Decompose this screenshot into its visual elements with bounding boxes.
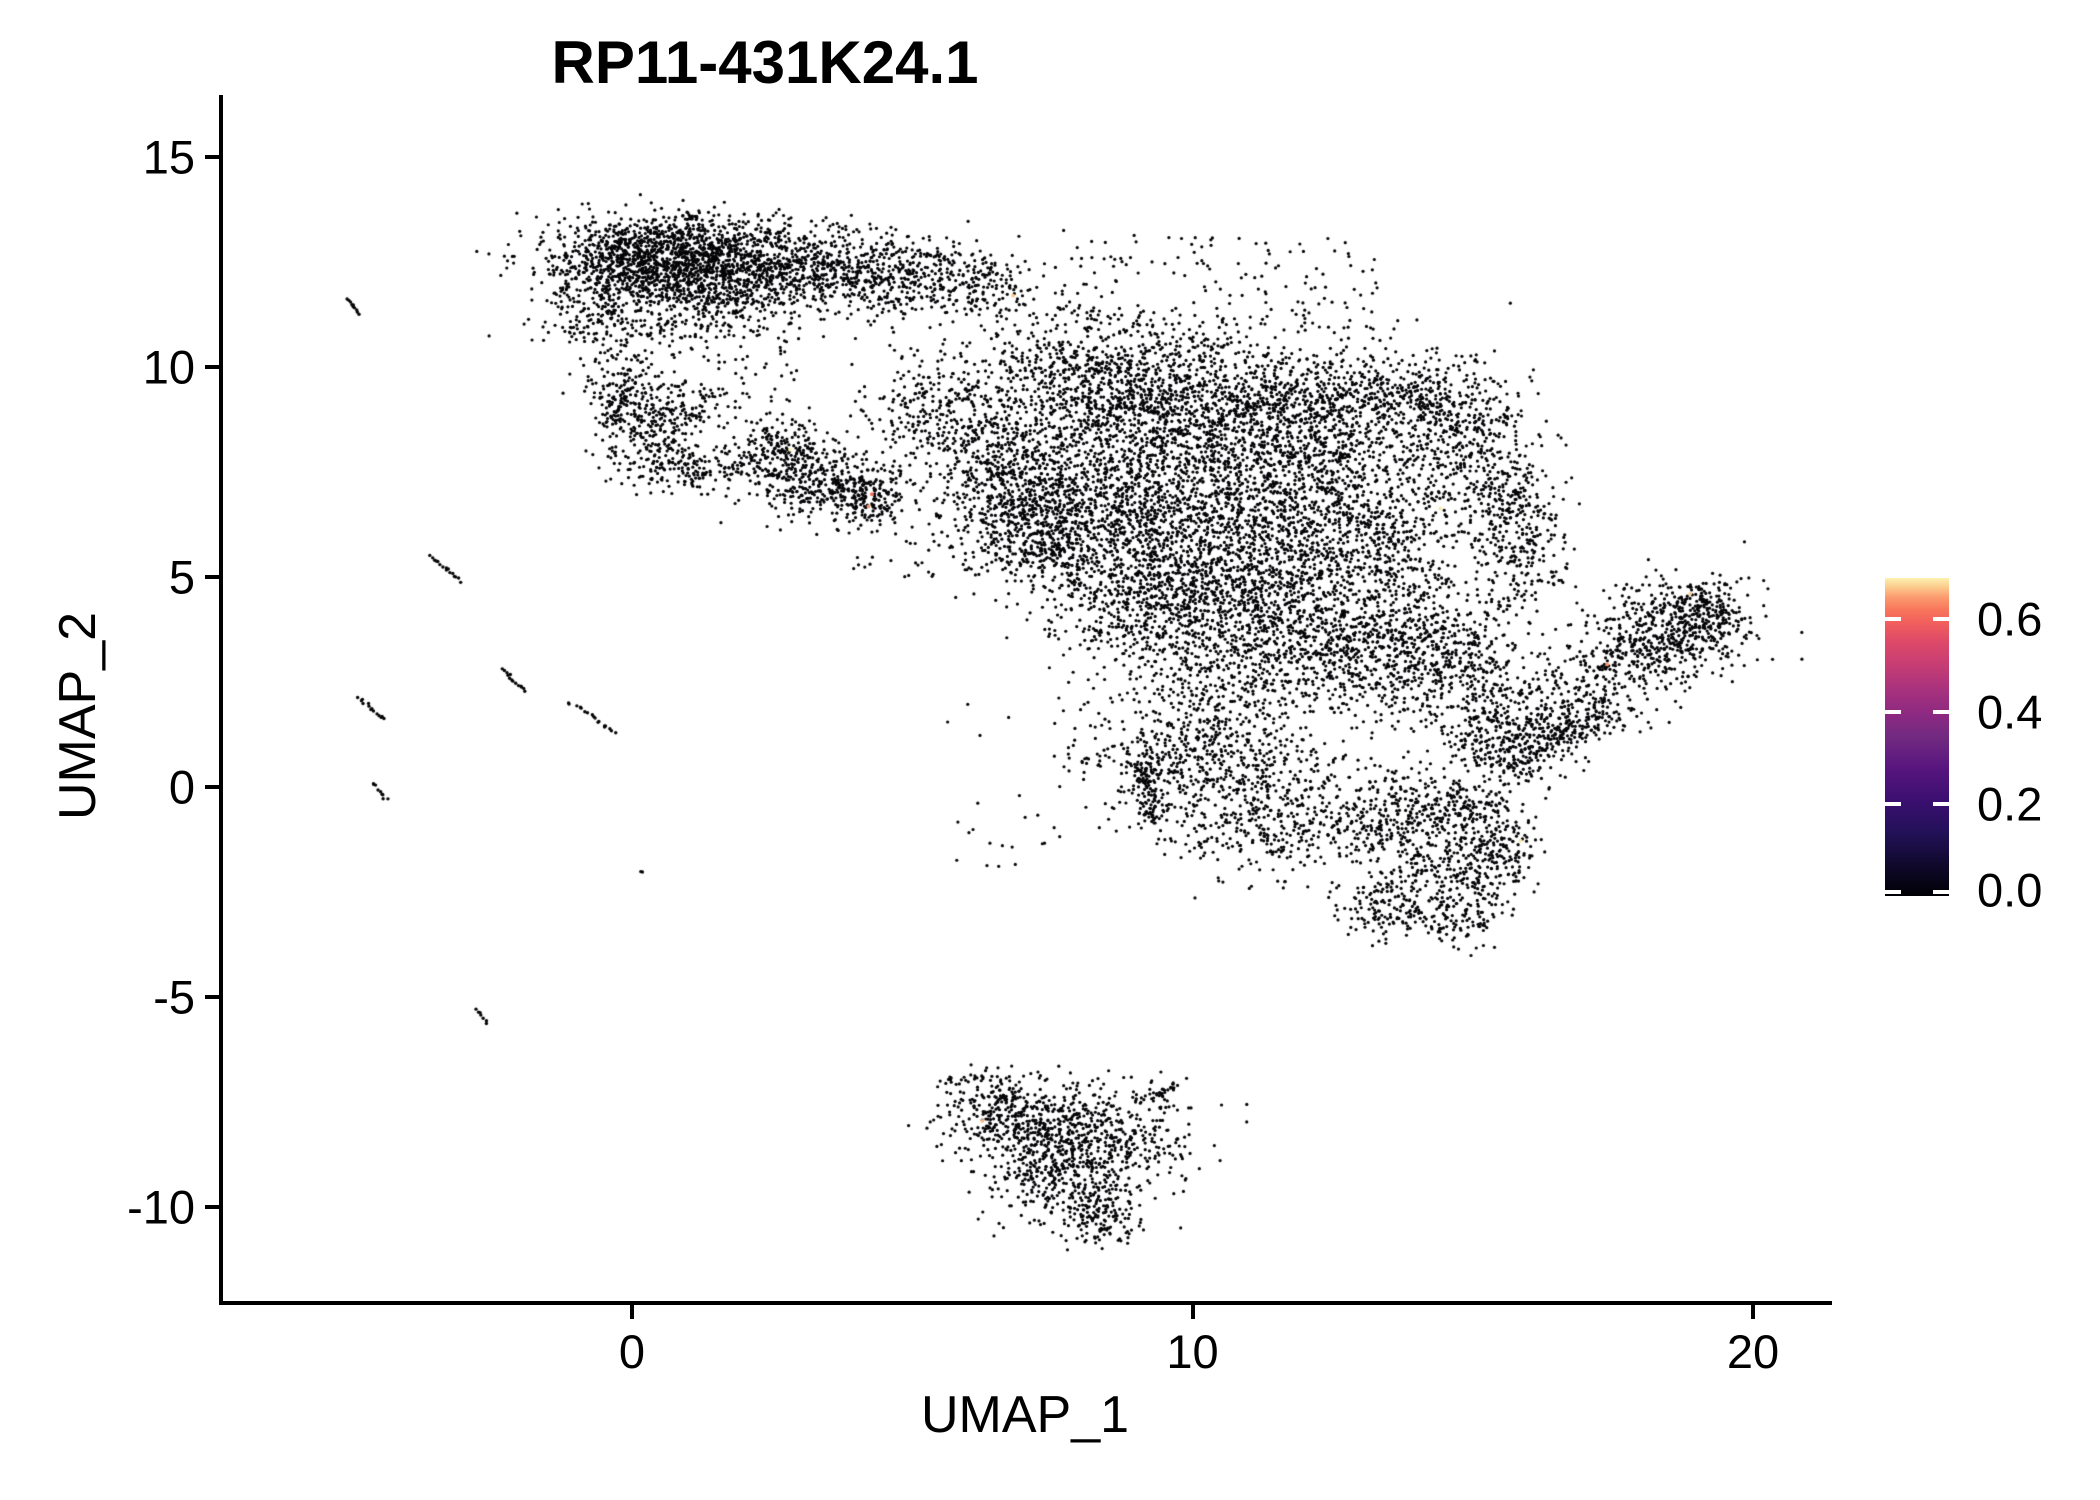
colorbar-tick-mark — [1885, 890, 1901, 894]
y-tick-label: -5 — [153, 970, 195, 1024]
colorbar-tick-mark — [1933, 801, 1949, 806]
x-tick-mark — [1190, 1305, 1195, 1319]
y-tick-mark — [205, 1205, 219, 1209]
colorbar-tick-mark — [1933, 709, 1949, 714]
y-tick-label: 0 — [168, 760, 195, 814]
y-tick-label: -10 — [127, 1180, 195, 1234]
colorbar-tick-label: 0.4 — [1977, 685, 2043, 739]
colorbar-tick-mark — [1885, 801, 1901, 806]
y-tick-label: 10 — [142, 340, 195, 394]
x-axis-title: UMAP_1 — [920, 1386, 1130, 1444]
plot-title: RP11-431K24.1 — [551, 29, 979, 96]
colorbar-tick-mark — [1885, 709, 1901, 714]
colorbar-tick-mark — [1933, 890, 1949, 894]
colorbar-tick-mark — [1933, 617, 1949, 622]
x-tick-mark — [1751, 1305, 1755, 1319]
x-tick-label: 10 — [1166, 1325, 1219, 1378]
y-axis-title: UMAP_2 — [49, 611, 107, 821]
x-axis-line — [219, 1301, 1832, 1305]
y-tick-mark — [205, 365, 219, 369]
colorbar-tick-mark — [1885, 617, 1901, 622]
x-tick-label: 0 — [618, 1325, 646, 1378]
colorbar-tick-label: 0.0 — [1977, 863, 2043, 917]
y-tick-mark — [205, 785, 219, 789]
x-tick-mark — [630, 1305, 634, 1319]
y-tick-mark — [205, 155, 219, 159]
colorbar-gradient — [1885, 578, 1949, 896]
x-tick-label: 20 — [1726, 1325, 1780, 1378]
y-tick-label: 15 — [142, 130, 195, 184]
y-tick-label: 5 — [168, 550, 195, 604]
colorbar-tick-label: 0.6 — [1977, 592, 2043, 646]
y-tick-mark — [205, 575, 219, 579]
colorbar-tick-label: 0.2 — [1977, 777, 2043, 831]
y-tick-mark — [205, 995, 219, 999]
y-axis-line — [219, 95, 223, 1305]
